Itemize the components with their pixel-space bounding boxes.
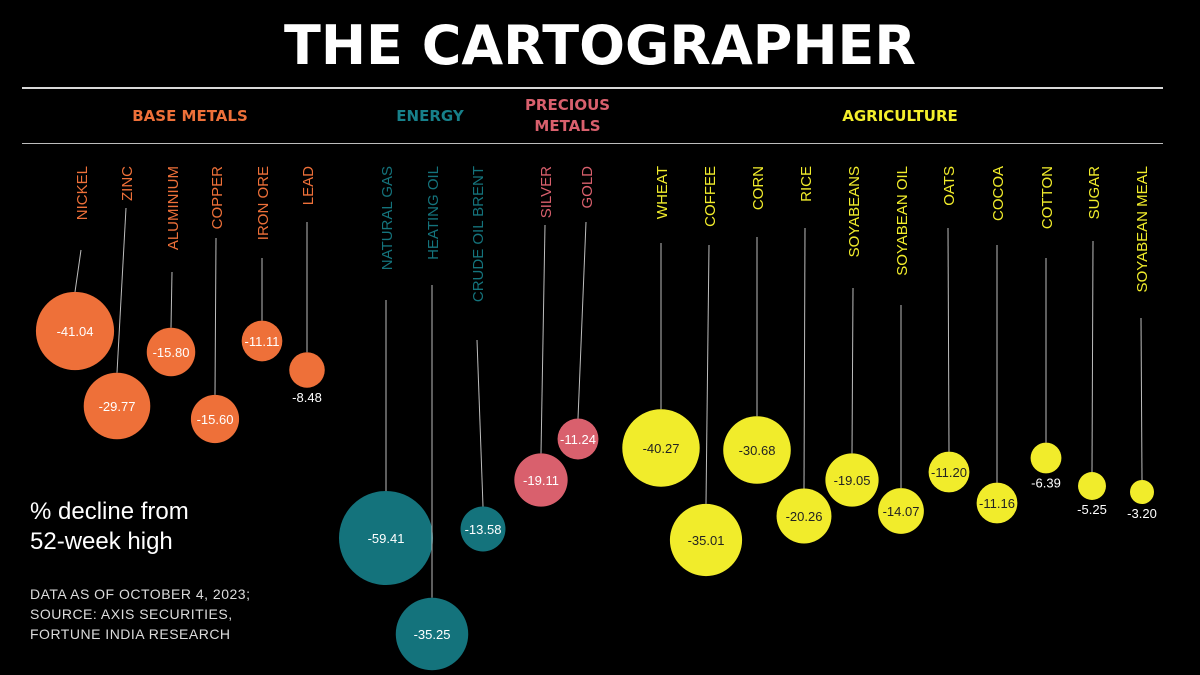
connector-sugar (1091, 240, 1094, 473)
value-label-silver: -19.11 (523, 473, 559, 488)
value-label-nickel: -41.04 (57, 324, 94, 339)
commodity-label-rice: RICE (798, 166, 815, 202)
category-label-precious-metals: PRECIOUS METALS (524, 96, 611, 135)
commodity-label-crude-oil-brent: CRUDE OIL BRENT (470, 166, 487, 302)
value-label-soyabean-oil: -14.07 (883, 504, 920, 519)
commodity-label-iron-ore: IRON ORE (255, 166, 272, 240)
measure-note-line1: % decline from (30, 498, 189, 525)
bubble-rice (776, 488, 832, 544)
commodity-label-gold: GOLD (579, 166, 596, 209)
connector-oats (947, 227, 950, 452)
category-label-agriculture: AGRICULTURE (842, 107, 958, 125)
connector-rice (803, 227, 806, 489)
connector-soyabeans (851, 287, 854, 454)
bubble-corn (723, 416, 791, 484)
connector-silver (540, 224, 546, 454)
category-label-energy: ENERGY (396, 107, 464, 125)
connector-coffee (705, 244, 710, 504)
value-label-oats: -11.20 (931, 465, 967, 480)
value-label-aluminium: -15.80 (153, 345, 190, 360)
commodity-label-copper: COPPER (209, 166, 226, 230)
value-label-sugar: -5.25 (1077, 502, 1107, 517)
value-label-zinc: -29.77 (99, 399, 136, 414)
connector-crude-oil-brent (476, 339, 484, 507)
value-label-soyabeans: -19.05 (834, 473, 871, 488)
value-label-copper: -15.60 (197, 412, 234, 427)
value-label-rice: -20.26 (786, 509, 823, 524)
connector-copper (214, 237, 217, 395)
value-label-cocoa: -11.16 (979, 496, 1015, 511)
connector-zinc (116, 207, 127, 373)
bubble-soyabean-meal (1130, 480, 1154, 504)
commodity-label-wheat: WHEAT (654, 166, 671, 219)
bubble-cotton (1030, 442, 1062, 474)
commodity-label-zinc: ZINC (119, 166, 136, 201)
bubble-sugar (1078, 472, 1106, 500)
bubble-crude-oil-brent (460, 506, 506, 552)
commodity-label-heating-oil: HEATING OIL (425, 166, 442, 260)
value-label-wheat: -40.27 (643, 441, 680, 456)
commodity-label-nickel: NICKEL (74, 166, 91, 220)
value-label-cotton: -6.39 (1031, 475, 1061, 490)
value-label-gold: -11.24 (560, 432, 596, 447)
connector-gold (577, 221, 587, 419)
commodity-label-soyabeans: SOYABEANS (846, 166, 863, 257)
category-label-base-metals: BASE METALS (132, 107, 248, 125)
source-line1: DATA AS OF OCTOBER 4, 2023; (30, 586, 251, 602)
commodity-label-lead: LEAD (300, 166, 317, 205)
bubble-aluminium (146, 327, 196, 377)
commodity-label-soyabean-meal: SOYABEAN MEAL (1134, 166, 1151, 292)
bubble-natural-gas (338, 490, 434, 586)
commodity-label-aluminium: ALUMINIUM (165, 166, 182, 250)
bubble-nickel (35, 291, 115, 371)
header-divider (22, 143, 1163, 144)
source-line3: FORTUNE INDIA RESEARCH (30, 626, 231, 642)
commodity-label-cotton: COTTON (1039, 166, 1056, 229)
value-label-crude-oil-brent: -13.58 (465, 522, 502, 537)
bubble-soyabeans (825, 453, 879, 507)
commodity-label-coffee: COFFEE (702, 166, 719, 227)
connector-soyabean-meal (1140, 317, 1143, 481)
connector-aluminium (170, 271, 173, 328)
commodity-label-oats: OATS (941, 166, 958, 206)
bubble-iron-ore (241, 320, 283, 362)
commodity-label-silver: SILVER (538, 166, 555, 218)
commodity-label-cocoa: COCOA (990, 166, 1007, 221)
bubble-silver (514, 453, 568, 507)
value-label-lead: -8.48 (292, 390, 322, 405)
source-line2: SOURCE: AXIS SECURITIES, (30, 606, 233, 622)
commodity-label-soyabean-oil: SOYABEAN OIL (894, 166, 911, 276)
commodity-label-natural-gas: NATURAL GAS (379, 166, 396, 270)
bubble-heating-oil (395, 597, 469, 671)
bubble-copper (190, 394, 240, 444)
bubble-soyabean-oil (878, 488, 924, 534)
value-label-natural-gas: -59.41 (368, 531, 405, 546)
bubble-lead (289, 352, 325, 388)
page-title: THE CARTOGRAPHER (284, 14, 916, 77)
bubble-gold (557, 418, 599, 460)
measure-note-line2: 52-week high (30, 528, 173, 555)
measure-note: % decline from 52-week high (30, 497, 290, 557)
bubble-cocoa (976, 482, 1018, 524)
bubble-coffee (669, 503, 743, 577)
bubble-zinc (83, 372, 151, 440)
value-label-iron-ore: -11.11 (245, 334, 280, 349)
value-label-soyabean-meal: -3.20 (1127, 506, 1157, 521)
value-label-corn: -30.68 (739, 443, 776, 458)
commodity-label-corn: CORN (750, 166, 767, 210)
value-label-heating-oil: -35.25 (414, 627, 451, 642)
bubble-wheat (622, 409, 700, 487)
commodity-label-sugar: SUGAR (1086, 166, 1103, 220)
connector-nickel (74, 249, 82, 292)
top-divider (22, 87, 1163, 89)
source-note: DATA AS OF OCTOBER 4, 2023; SOURCE: AXIS… (30, 584, 330, 644)
bubble-oats (928, 451, 970, 493)
value-label-coffee: -35.01 (688, 533, 725, 548)
